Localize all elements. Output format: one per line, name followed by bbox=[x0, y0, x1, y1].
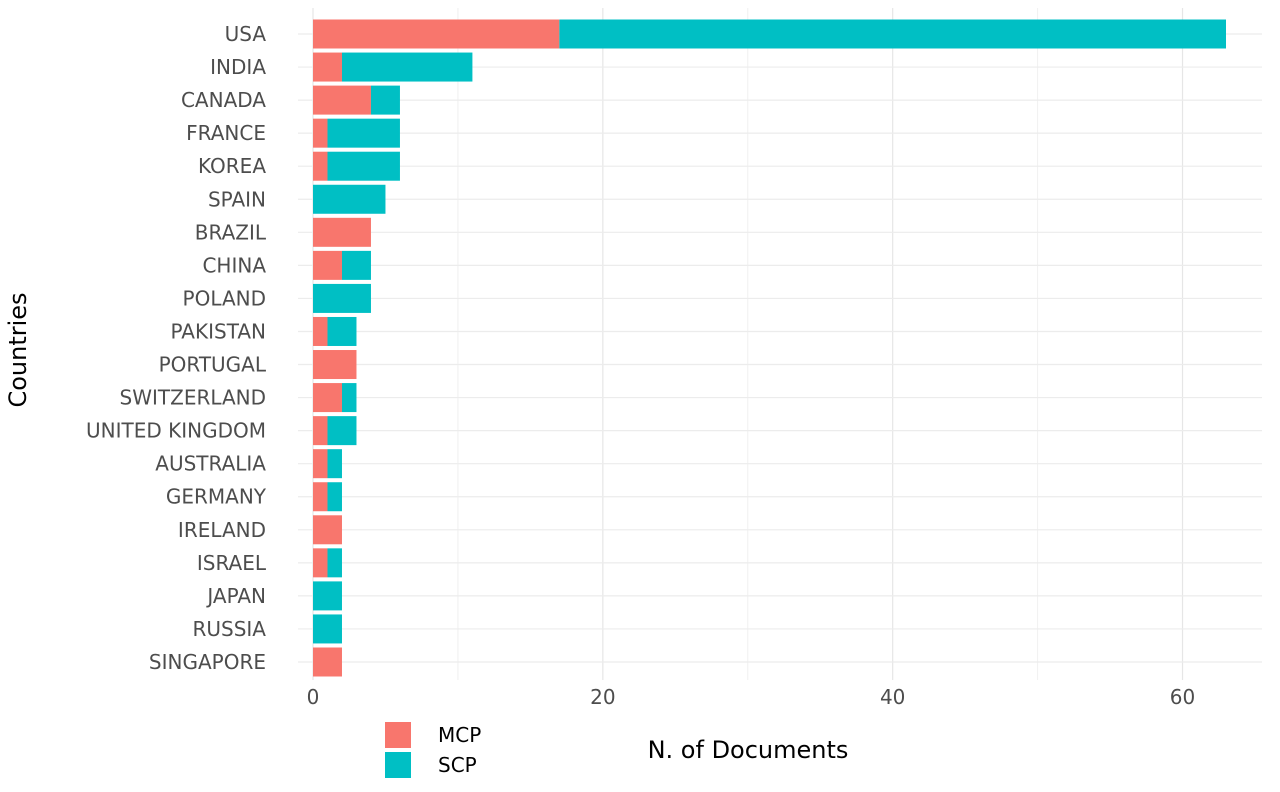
y-tick-label: INDIA bbox=[210, 55, 266, 79]
x-tick-label: 60 bbox=[1170, 685, 1195, 709]
y-tick-label: SWITZERLAND bbox=[120, 386, 266, 410]
bar-mcp bbox=[313, 118, 328, 148]
y-tick-label: POLAND bbox=[183, 286, 266, 310]
y-tick-label: USA bbox=[225, 22, 267, 46]
bar-mcp bbox=[313, 52, 342, 82]
bar-mcp bbox=[313, 85, 371, 115]
bar-scp bbox=[327, 482, 342, 512]
grid-lines bbox=[298, 8, 1262, 680]
y-tick-label: JAPAN bbox=[205, 584, 266, 608]
bar-scp bbox=[559, 19, 1226, 49]
y-tick-label: RUSSIA bbox=[192, 617, 266, 641]
y-tick-label: FRANCE bbox=[186, 121, 266, 145]
legend-label-mcp: MCP bbox=[438, 723, 481, 747]
bar-scp bbox=[341, 52, 473, 82]
bar-scp bbox=[313, 283, 371, 313]
bars bbox=[313, 19, 1226, 677]
y-tick-label: BRAZIL bbox=[195, 220, 267, 244]
bar-scp bbox=[327, 548, 342, 578]
legend-swatch-mcp bbox=[385, 722, 411, 748]
y-tick-label: SPAIN bbox=[208, 187, 266, 211]
x-tick-label: 20 bbox=[590, 685, 615, 709]
y-tick-label: AUSTRALIA bbox=[155, 452, 266, 476]
y-tick-label: CHINA bbox=[202, 253, 266, 277]
bar-mcp bbox=[313, 350, 357, 380]
bar-mcp bbox=[313, 250, 342, 280]
x-axis-title: N. of Documents bbox=[648, 736, 849, 764]
legend-swatch-scp bbox=[385, 752, 411, 778]
bar-mcp bbox=[313, 449, 328, 479]
bar-scp bbox=[313, 614, 342, 644]
y-tick-label: UNITED KINGDOM bbox=[86, 419, 266, 443]
bar-scp bbox=[341, 250, 371, 280]
bar-mcp bbox=[313, 482, 328, 512]
y-tick-label: PAKISTAN bbox=[171, 319, 266, 343]
bar-scp bbox=[327, 449, 342, 479]
y-axis-title: Countries bbox=[4, 292, 32, 407]
y-tick-label: PORTUGAL bbox=[159, 353, 267, 377]
bar-mcp bbox=[313, 217, 371, 247]
bar-mcp bbox=[313, 647, 342, 677]
x-tick-label: 40 bbox=[880, 685, 905, 709]
bar-mcp bbox=[313, 151, 328, 181]
x-tick-label: 0 bbox=[307, 685, 320, 709]
bar-scp bbox=[327, 316, 357, 346]
bar-scp bbox=[313, 581, 342, 611]
bar-mcp bbox=[313, 548, 328, 578]
y-tick-label: ISRAEL bbox=[197, 551, 267, 575]
y-tick-labels: USA INDIA CANADA FRANCE KOREA SPAIN BRAZIL CHIN… bbox=[86, 22, 267, 674]
bar-mcp bbox=[313, 19, 560, 49]
y-tick-label: IRELAND bbox=[178, 518, 266, 542]
bar-scp bbox=[313, 184, 386, 214]
bar-mcp bbox=[313, 515, 342, 545]
x-tick-labels: 0 20 40 60 bbox=[307, 685, 1196, 709]
bar-mcp bbox=[313, 383, 342, 413]
bar-scp bbox=[327, 151, 400, 181]
bar-mcp bbox=[313, 316, 328, 346]
y-tick-label: CANADA bbox=[181, 88, 266, 112]
bar-scp bbox=[327, 416, 357, 446]
bar-mcp bbox=[313, 416, 328, 446]
bar-scp bbox=[327, 118, 400, 148]
legend: MCP SCP bbox=[385, 722, 481, 778]
y-tick-label: SINGAPORE bbox=[149, 650, 266, 674]
y-tick-label: KOREA bbox=[198, 154, 266, 178]
bar-scp bbox=[341, 383, 357, 413]
legend-label-scp: SCP bbox=[438, 753, 477, 777]
bar-scp bbox=[370, 85, 400, 115]
y-tick-label: GERMANY bbox=[166, 485, 267, 509]
